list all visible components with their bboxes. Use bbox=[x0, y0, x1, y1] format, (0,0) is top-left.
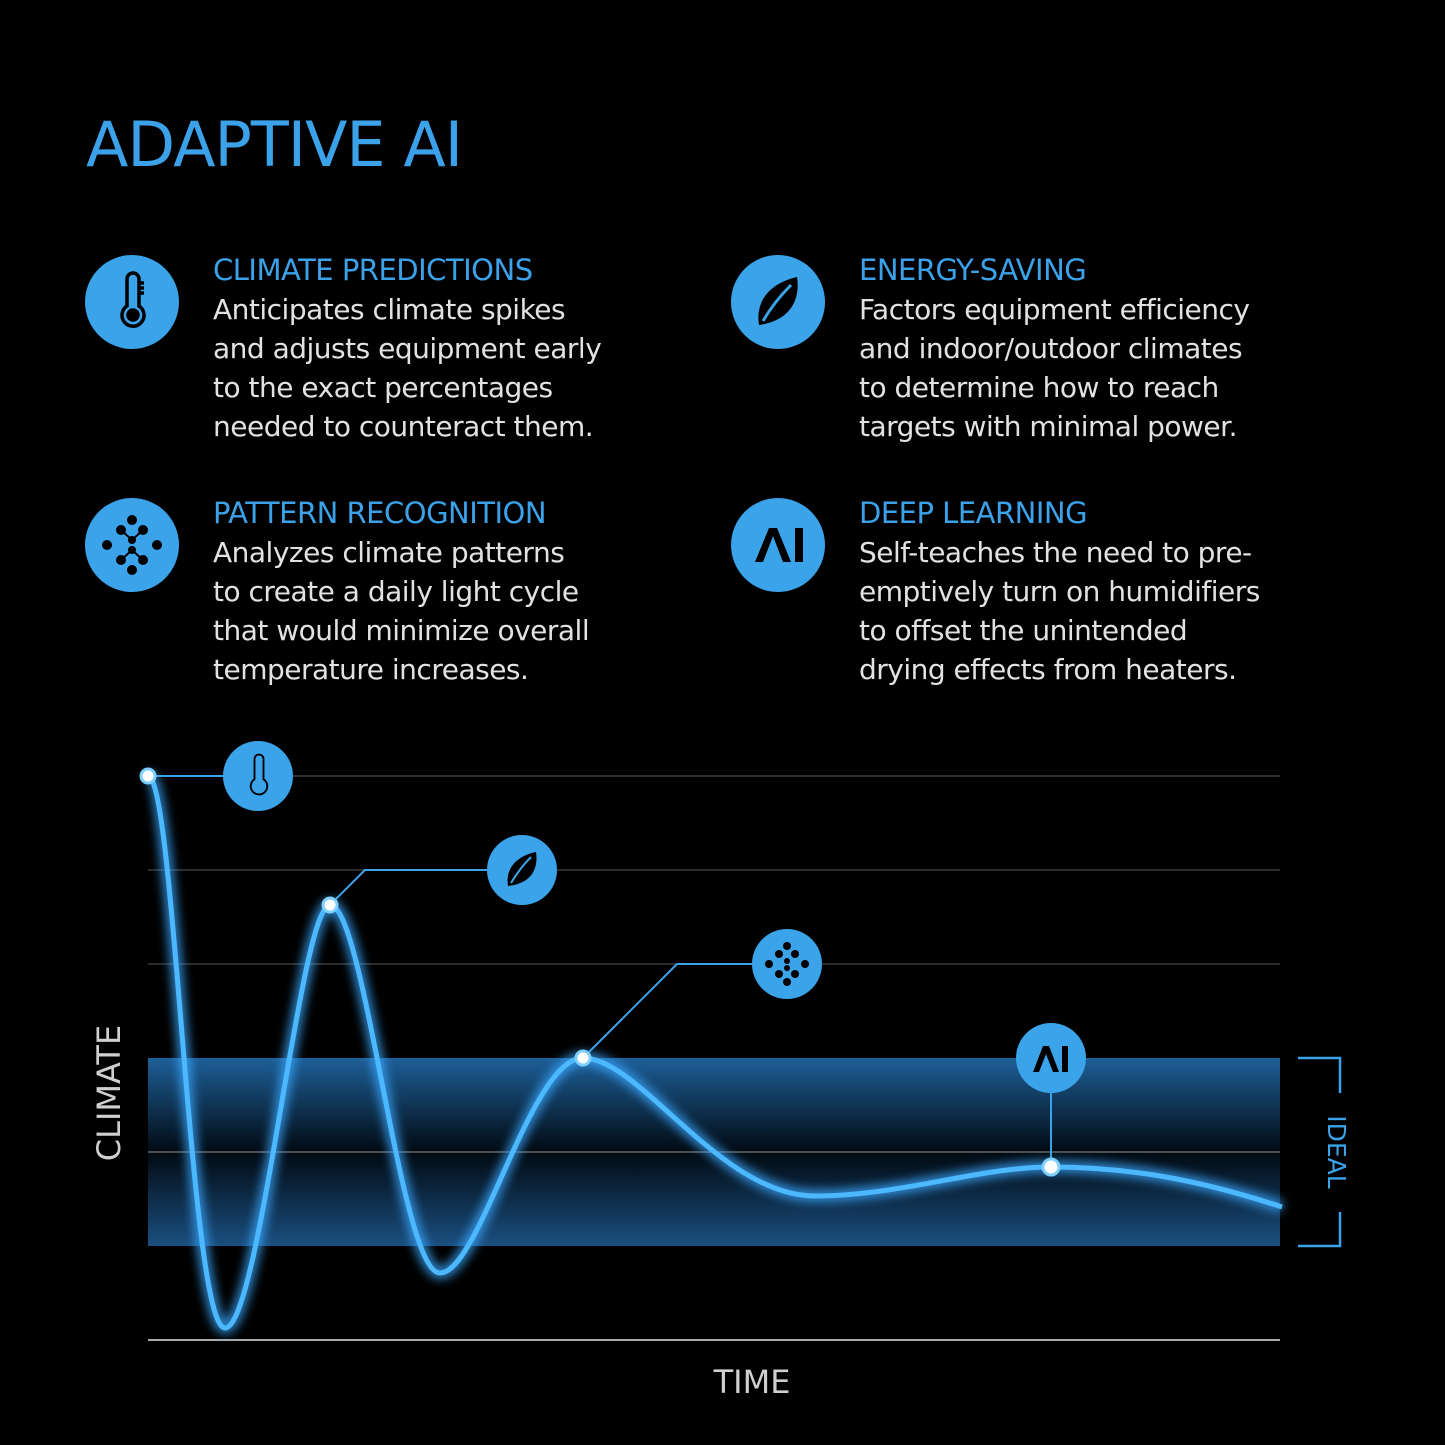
feature-body: Anticipates climate spikes and adjusts e… bbox=[213, 293, 602, 443]
feature-heading: DEEP LEARNING bbox=[859, 496, 1088, 530]
point-marker bbox=[574, 1049, 592, 1067]
feature-deep-learning: DEEP LEARNING Self-teaches the need to p… bbox=[731, 496, 1319, 689]
climate-curve bbox=[142, 770, 1284, 1335]
feature-heading: PATTERN RECOGNITION bbox=[213, 496, 547, 530]
feature-heading: CLIMATE PREDICTIONS bbox=[213, 253, 533, 287]
feature-energy-saving: ENERGY-SAVING Factors equipment efficien… bbox=[731, 253, 1319, 446]
leaf-icon bbox=[731, 255, 825, 349]
connectors bbox=[148, 775, 1052, 1167]
feature-body: Factors equipment efficiency and indoor/… bbox=[859, 293, 1250, 443]
page-title: ADAPTIVE AI bbox=[86, 108, 463, 181]
thermometer-icon bbox=[85, 255, 179, 349]
ideal-bracket-top bbox=[1298, 1056, 1342, 1093]
y-axis-label: CLIMATE bbox=[90, 1025, 128, 1161]
point-marker bbox=[321, 896, 339, 914]
x-axis-label: TIME bbox=[713, 1363, 791, 1401]
ideal-label: IDEAL bbox=[1322, 1115, 1351, 1189]
pattern-icon bbox=[752, 929, 822, 999]
thermometer-icon bbox=[223, 741, 293, 811]
feature-body: Self-teaches the need to pre- emptively … bbox=[859, 536, 1260, 686]
ai-icon bbox=[731, 498, 825, 592]
ai-icon bbox=[1016, 1023, 1086, 1093]
feature-body: Analyzes climate patterns to create a da… bbox=[213, 536, 590, 686]
feature-heading: ENERGY-SAVING bbox=[859, 253, 1087, 287]
point-marker bbox=[1041, 1157, 1061, 1177]
pattern-icon bbox=[85, 498, 179, 592]
feature-pattern-recognition: PATTERN RECOGNITION Analyzes climate pat… bbox=[85, 496, 673, 689]
key-points bbox=[139, 767, 1061, 1177]
ideal-bracket-bottom bbox=[1298, 1212, 1342, 1248]
point-marker bbox=[139, 767, 157, 785]
leaf-icon bbox=[487, 835, 557, 905]
feature-climate-predictions: CLIMATE PREDICTIONS Anticipates climate … bbox=[85, 253, 673, 446]
